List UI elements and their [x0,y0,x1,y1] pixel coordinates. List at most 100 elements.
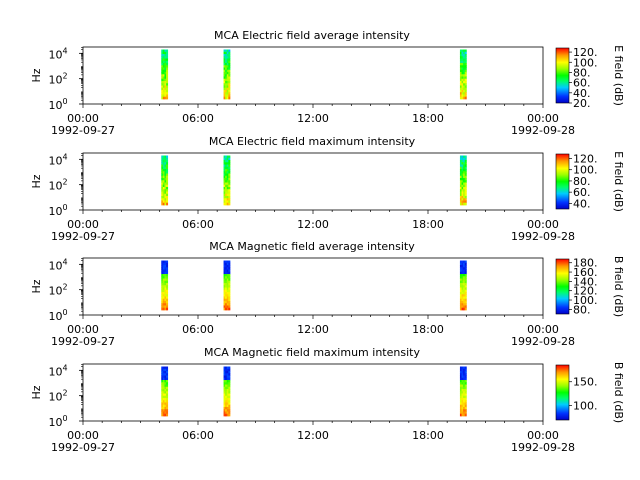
x-tick-label: 06:00 [182,112,214,125]
spectrogram-cell [164,303,167,306]
colorbar-tick-label: 100. [573,56,598,69]
spectrogram-cell [463,182,466,186]
spectrogram-cell [161,198,164,201]
spectrogram-cell [162,169,165,172]
spectrogram-cell [461,393,464,397]
spectrogram-cell [162,260,165,264]
spectrogram-cell [225,186,228,190]
spectrogram-cell [162,96,165,100]
spectrogram-cell [226,400,229,403]
spectrogram-cell [166,400,169,403]
spectrogram-cell [161,267,164,270]
spectrogram-cell [226,56,229,59]
spectrogram-cell [225,395,228,399]
spectrogram-cell [161,182,164,186]
spectrogram-cell [223,303,226,306]
spectrogram-cell [459,373,462,376]
data-strip [161,260,169,311]
spectrogram-cell [162,287,165,291]
spectrogram-cell [459,307,462,311]
spectrogram-cell [226,291,229,295]
spectrogram-cell [228,375,231,379]
spectrogram-cell [228,164,231,168]
spectrogram-cell [223,382,226,385]
x-tick-label: 00:00 [527,323,559,336]
spectrogram-cell [464,63,467,66]
spectrogram-cell [161,87,164,91]
spectrogram-cell [464,94,467,98]
spectrogram-cell [166,92,169,95]
spectrogram-cell [225,173,228,177]
spectrogram-cell [225,202,228,206]
spectrogram-cell [166,373,169,376]
plot-frame [82,46,544,105]
spectrogram-cell [461,189,464,192]
spectrogram-cell [226,202,229,206]
spectrogram-cell [164,287,167,291]
spectrogram-cell [162,267,165,270]
spectrogram-cell [461,373,464,376]
spectrogram-cell [225,411,228,415]
spectrogram-cell [225,298,228,302]
spectrogram-cell [228,373,231,376]
spectrogram-cell [166,54,169,57]
spectrogram-cell [226,386,229,390]
spectrogram-cell [162,56,165,59]
spectrogram-cell [226,182,229,186]
spectrogram-cell [459,58,462,62]
spectrogram-cell [226,166,229,170]
spectrogram-cell [161,166,164,170]
spectrogram-cell [228,200,231,204]
spectrogram-cell [226,58,229,62]
spectrogram-cell [161,200,164,204]
spectrogram-cell [166,393,169,397]
spectrogram-cell [226,193,229,197]
spectrogram-cell [164,298,167,302]
spectrogram-cell [228,267,231,270]
spectrogram-cell [464,300,467,304]
spectrogram-cell [464,96,467,100]
spectrogram-cell [166,76,169,80]
spectrogram-cell [226,388,229,392]
spectrogram-cell [164,411,167,415]
spectrogram-cell [459,291,462,295]
spectrogram-cell [228,162,231,165]
spectrogram-cell [226,380,229,383]
spectrogram-cell [228,180,231,183]
spectrogram-cell [463,157,466,161]
spectrogram-cell [461,164,464,168]
spectrogram-cell [166,296,169,300]
spectrogram-cell [225,303,228,306]
spectrogram-cell [228,303,231,306]
spectrogram-cell [161,60,164,64]
data-strip [459,49,467,100]
spectrogram-cell [461,162,464,165]
spectrogram-cell [228,173,231,177]
spectrogram-cell [164,366,167,370]
spectrogram-cell [228,184,231,188]
spectrogram-cell [463,287,466,291]
spectrogram-cell [223,67,226,71]
spectrogram-cell [166,96,169,100]
spectrogram-cell [228,402,231,406]
spectrogram-cell [164,386,167,390]
spectrogram-cell [223,202,226,206]
spectrogram-cell [225,271,228,275]
y-tick-label: 100 [48,97,67,112]
spectrogram-cell [166,384,169,388]
spectrogram-cell [223,85,226,89]
spectrogram-cell [161,406,164,410]
spectrogram-cell [161,85,164,89]
spectrogram-cell [166,377,169,381]
spectrogram-cell [161,375,164,379]
colorbar-tick-label: 80. [573,66,591,79]
spectrogram-cell [166,202,169,206]
spectrogram-cell [463,169,466,172]
spectrogram-cell [226,404,229,408]
spectrogram-cell [162,404,165,408]
x-tick-label: 12:00 [297,429,329,442]
spectrogram-cell [164,198,167,201]
spectrogram-cell [223,300,226,304]
data-strip [223,155,231,206]
spectrogram-cell [464,274,467,277]
